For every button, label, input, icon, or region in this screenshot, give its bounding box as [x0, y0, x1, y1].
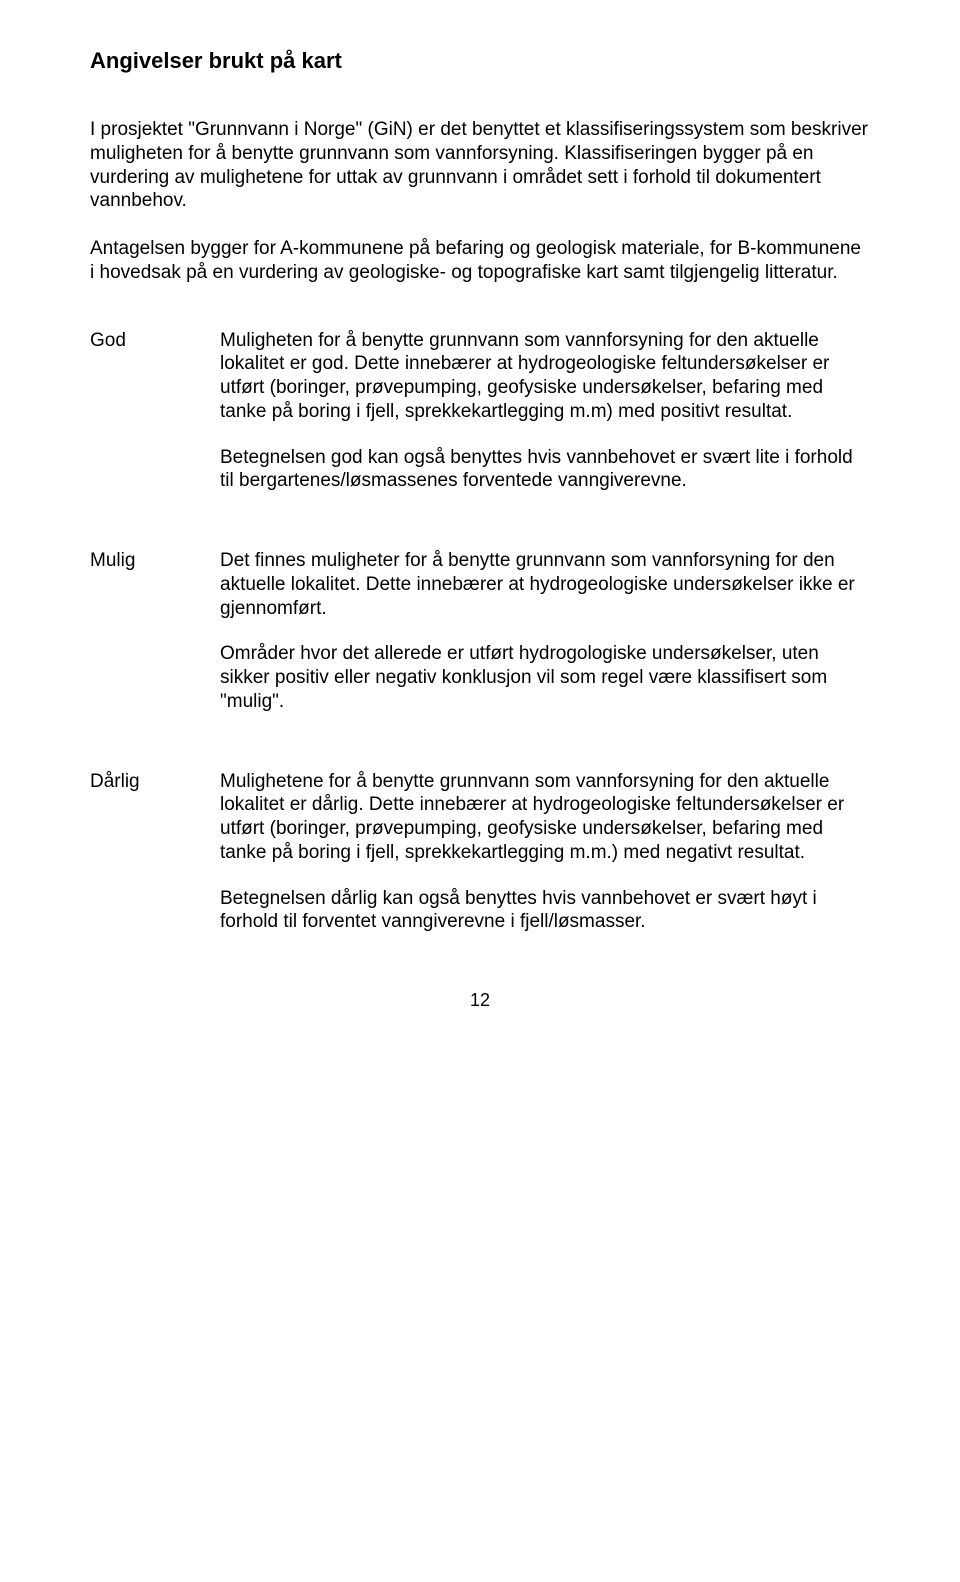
page-heading: Angivelser brukt på kart — [90, 48, 870, 74]
definition-body: Muligheten for å benytte grunnvann som v… — [220, 329, 870, 494]
definition-item: Mulig Det finnes muligheter for å benytt… — [90, 549, 870, 714]
definition-paragraph: Betegnelsen dårlig kan også benyttes hvi… — [220, 887, 870, 935]
definition-term: Mulig — [90, 549, 220, 714]
intro-paragraph: I prosjektet "Grunnvann i Norge" (GiN) e… — [90, 118, 870, 213]
definition-paragraph: Muligheten for å benytte grunnvann som v… — [220, 329, 870, 424]
intro-paragraph: Antagelsen bygger for A-kommunene på bef… — [90, 237, 870, 285]
definition-paragraph: Områder hvor det allerede er utført hydr… — [220, 642, 870, 713]
definition-list: God Muligheten for å benytte grunnvann s… — [90, 329, 870, 935]
definition-term: Dårlig — [90, 770, 220, 935]
definition-body: Mulighetene for å benytte grunnvann som … — [220, 770, 870, 935]
definition-item: God Muligheten for å benytte grunnvann s… — [90, 329, 870, 494]
definition-paragraph: Betegnelsen god kan også benyttes hvis v… — [220, 446, 870, 494]
definition-body: Det finnes muligheter for å benytte grun… — [220, 549, 870, 714]
document-page: Angivelser brukt på kart I prosjektet "G… — [0, 0, 960, 1051]
definition-term: God — [90, 329, 220, 494]
definition-paragraph: Mulighetene for å benytte grunnvann som … — [220, 770, 870, 865]
page-number: 12 — [90, 990, 870, 1011]
definition-item: Dårlig Mulighetene for å benytte grunnva… — [90, 770, 870, 935]
definition-paragraph: Det finnes muligheter for å benytte grun… — [220, 549, 870, 620]
